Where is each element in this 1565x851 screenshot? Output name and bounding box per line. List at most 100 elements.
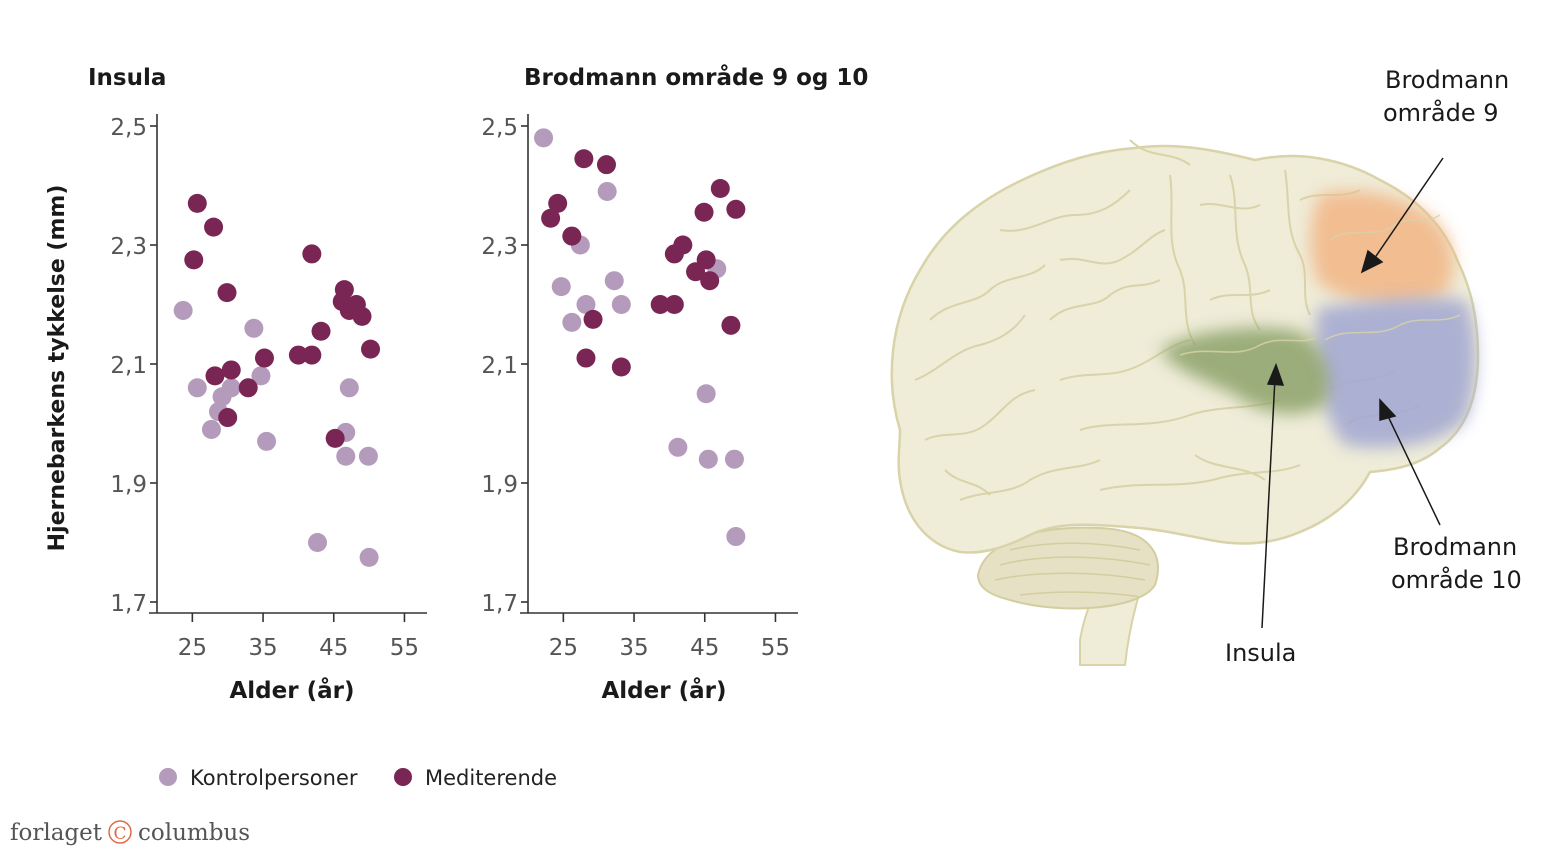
axes-brodmann: 1,7 1,9 2,1 2,3 2,5 25 35 45 55 <box>481 114 798 661</box>
data-point-kontrolpersoner <box>336 446 356 466</box>
data-point-kontrolpersoner <box>562 312 582 332</box>
data-point-mediterende <box>611 357 631 377</box>
data-point-mediterende <box>302 345 322 365</box>
publisher-logo: forlaget C columbus <box>10 820 250 846</box>
data-point-mediterende <box>218 408 238 428</box>
data-point-mediterende <box>710 178 730 198</box>
data-point-mediterende <box>302 244 322 264</box>
y-axis-label: Hjernebarkens tykkelse (mm) <box>45 185 70 552</box>
data-point-mediterende <box>325 428 345 448</box>
data-point-kontrolpersoner <box>551 277 571 297</box>
legend-swatch-mediterende <box>394 768 412 786</box>
data-point-kontrolpersoner <box>534 128 554 148</box>
data-point-mediterende <box>334 280 354 300</box>
axes-insula: 1,7 1,9 2,1 2,3 2,5 25 35 45 55 <box>110 114 427 661</box>
x-axis-label-brodmann: Alder (år) <box>602 677 727 704</box>
data-point-mediterende <box>721 315 741 335</box>
x-axis-label-insula: Alder (år) <box>230 677 355 704</box>
data-point-kontrolpersoner <box>339 378 359 398</box>
data-point-mediterende <box>187 193 207 213</box>
y-tick-label: 2,5 <box>110 115 147 141</box>
label-area10-line1: Brodmann <box>1393 533 1517 561</box>
legend-label-mediterende: Mediterende <box>425 766 557 790</box>
x-tick-label: 45 <box>690 635 719 661</box>
y-tick-label: 2,1 <box>481 353 518 379</box>
legend-label-kontrolpersoner: Kontrolpersoner <box>190 766 358 790</box>
x-tick-label: 55 <box>761 635 790 661</box>
label-area9-line2: område 9 <box>1383 98 1499 127</box>
brodmann-scatter-panel: Brodmann område 9 og 10 1,7 1,9 2,1 2,3 2,5 2… <box>481 64 868 704</box>
data-point-kontrolpersoner <box>698 449 718 469</box>
brain-illustration: Brodmann område 9 Brodmann område 10 Ins… <box>890 66 1522 667</box>
annotation-arrows <box>1261 157 1444 629</box>
data-point-kontrolpersoner <box>221 378 241 398</box>
data-point-kontrolpersoner <box>611 295 631 314</box>
data-point-kontrolpersoner <box>724 449 744 469</box>
x-tick-label: 25 <box>178 635 207 661</box>
y-tick-label: 1,9 <box>481 472 518 498</box>
data-point-mediterende <box>574 149 594 169</box>
data-point-kontrolpersoner <box>201 419 221 439</box>
data-point-mediterende <box>217 283 237 303</box>
data-point-kontrolpersoner <box>187 378 207 398</box>
x-tick-label: 55 <box>390 635 419 661</box>
data-point-mediterende <box>254 348 274 368</box>
data-point-kontrolpersoner <box>257 431 277 451</box>
data-point-mediterende <box>673 235 693 255</box>
data-point-mediterende <box>664 295 684 314</box>
data-point-mediterende <box>562 226 582 246</box>
y-tick-label: 2,3 <box>481 234 518 260</box>
y-tick-label: 1,9 <box>110 472 147 498</box>
label-area9-line1: Brodmann <box>1385 66 1509 94</box>
data-point-mediterende <box>238 378 258 398</box>
data-point-kontrolpersoner <box>359 547 379 567</box>
data-point-kontrolpersoner <box>597 181 617 201</box>
data-point-kontrolpersoner <box>726 527 746 547</box>
data-point-mediterende <box>352 306 372 326</box>
data-point-mediterende <box>700 271 720 291</box>
data-point-mediterende <box>361 339 381 359</box>
data-point-kontrolpersoner <box>173 300 193 320</box>
x-tick-label: 35 <box>619 635 648 661</box>
publisher-name-left: forlaget <box>10 820 103 846</box>
arrow-head-insula <box>1266 362 1285 386</box>
data-point-kontrolpersoner <box>576 295 596 314</box>
data-point-kontrolpersoner <box>251 366 271 386</box>
data-point-mediterende <box>650 295 670 314</box>
data-point-kontrolpersoner <box>696 384 716 404</box>
publisher-name-right: columbus <box>138 820 250 846</box>
data-point-kontrolpersoner <box>604 271 624 291</box>
label-insula: Insula <box>1225 639 1296 667</box>
brodmann-area-10 <box>1315 298 1476 448</box>
arrow-area-9 <box>1371 157 1444 263</box>
y-tick-label: 1,7 <box>110 591 147 617</box>
insula-area <box>1160 327 1329 414</box>
arrow-insula <box>1261 377 1276 629</box>
data-point-mediterende <box>288 345 308 365</box>
data-point-kontrolpersoner <box>244 318 264 338</box>
arrow-head-area-9 <box>1360 249 1384 274</box>
data-point-mediterende <box>694 202 714 222</box>
y-tick-label: 1,7 <box>481 591 518 617</box>
data-point-mediterende <box>583 309 603 329</box>
legend-swatch-kontrolpersoner <box>159 768 177 786</box>
panel-title-brodmann: Brodmann område 9 og 10 <box>524 64 868 91</box>
data-point-mediterende <box>596 155 616 175</box>
arrow-head-area-10 <box>1379 398 1397 421</box>
data-point-mediterende <box>541 208 561 228</box>
data-point-kontrolpersoner <box>668 437 688 457</box>
label-area10-line2: område 10 <box>1391 565 1522 594</box>
data-point-mediterende <box>696 250 716 270</box>
data-point-kontrolpersoner <box>307 533 327 552</box>
insula-scatter-panel: Insula 1,7 1,9 2,1 2,3 2,5 25 35 45 55 Alder (år… <box>88 65 427 704</box>
y-tick-label: 2,5 <box>481 115 518 141</box>
arrow-area-10 <box>1385 411 1441 526</box>
data-point-mediterende <box>205 366 225 386</box>
data-point-mediterende <box>204 217 224 237</box>
x-tick-label: 45 <box>319 635 348 661</box>
y-tick-label: 2,3 <box>110 234 147 260</box>
data-point-mediterende <box>184 250 204 270</box>
legend: Kontrolpersoner Mediterende <box>159 766 557 790</box>
data-point-mediterende <box>548 193 568 213</box>
